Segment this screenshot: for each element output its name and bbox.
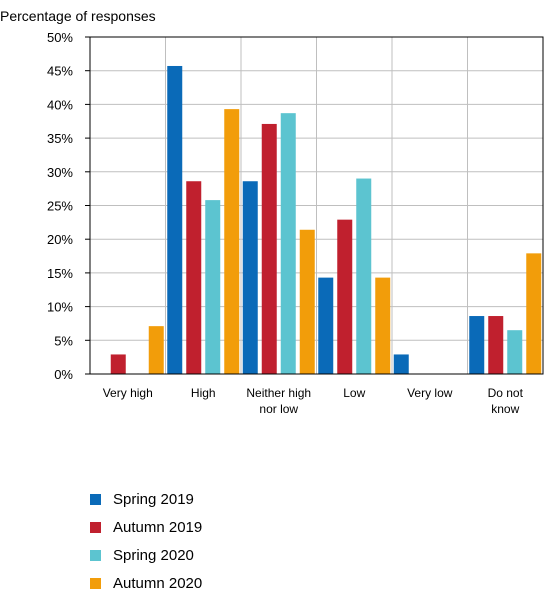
bar <box>507 330 523 374</box>
bar <box>167 65 183 375</box>
legend-label: Autumn 2020 <box>113 574 203 592</box>
chart-title: Percentage of responses <box>0 8 156 24</box>
y-tick-label: 40% <box>47 97 73 112</box>
x-tick-label: Very high <box>103 386 153 400</box>
legend-label: Autumn 2019 <box>113 518 203 536</box>
x-tick-label: High <box>191 386 216 400</box>
y-tick-label: 30% <box>47 165 73 180</box>
y-tick-label: 25% <box>47 199 73 214</box>
legend-item: Spring 2020 <box>90 541 202 569</box>
axes <box>85 36 544 375</box>
legend-swatch <box>90 577 101 589</box>
bar <box>318 277 334 374</box>
bar <box>224 109 240 375</box>
legend-item: Spring 2019 <box>90 485 202 513</box>
bar <box>375 277 391 374</box>
legend-label: Spring 2020 <box>113 546 194 564</box>
legend-label: Spring 2019 <box>113 490 194 508</box>
y-tick-label: 10% <box>47 300 73 315</box>
x-tick-label: Neither high nor low <box>246 386 311 416</box>
bar <box>356 178 372 374</box>
legend-swatch <box>90 549 101 561</box>
legend-item: Autumn 2020 <box>90 569 202 597</box>
x-tick-label: Low <box>343 386 365 400</box>
grid-lines <box>90 36 543 374</box>
y-tick-label: 5% <box>54 333 73 348</box>
bars <box>110 65 542 375</box>
bar <box>469 316 485 374</box>
legend: Spring 2019 Autumn 2019 Spring 2020 Autumn … <box>90 485 202 597</box>
bar <box>337 219 353 374</box>
y-tick-label: 45% <box>47 64 73 79</box>
bar <box>148 326 164 374</box>
bar <box>205 200 221 374</box>
legend-swatch <box>90 521 101 533</box>
bar <box>393 354 409 374</box>
bar <box>299 229 315 374</box>
bar <box>280 113 296 375</box>
y-tick-label: 35% <box>47 131 73 146</box>
y-tick-label: 50% <box>47 30 73 45</box>
legend-item: Autumn 2019 <box>90 513 202 541</box>
y-tick-label: 0% <box>54 367 73 382</box>
bar <box>261 123 277 374</box>
y-axis-tick-labels: 0% 5% 10% 15% 20% 25% 30% 35% 40% 45% 50% <box>47 30 73 382</box>
bar <box>110 354 126 374</box>
bar <box>242 181 258 374</box>
bar <box>186 181 202 374</box>
x-axis-tick-labels: Very high High Neither high nor low Low Very … <box>103 386 524 416</box>
legend-swatch <box>90 493 101 505</box>
bar <box>488 316 504 374</box>
x-tick-label: Very low <box>407 386 453 400</box>
x-tick-label: Do not know <box>488 386 524 416</box>
bar <box>526 253 542 374</box>
bar-chart: Percentage of responses 0% 5% 10% 15% 20% 25%… <box>0 8 544 416</box>
y-tick-label: 20% <box>47 232 73 247</box>
y-tick-label: 15% <box>47 266 73 281</box>
